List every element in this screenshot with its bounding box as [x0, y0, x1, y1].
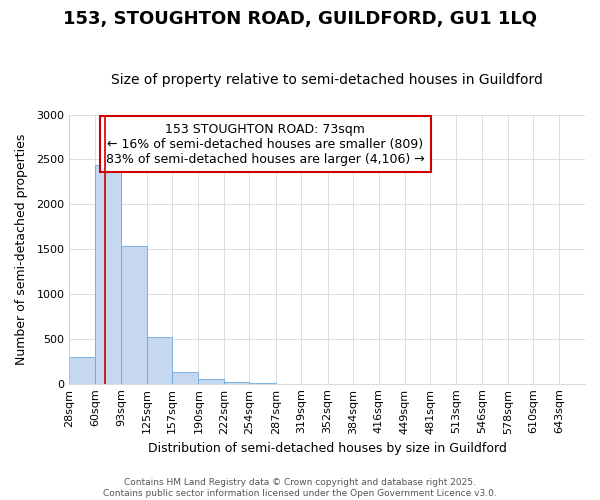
Bar — [146, 337, 172, 384]
Bar — [199, 379, 224, 384]
Bar — [224, 382, 250, 384]
Text: 153, STOUGHTON ROAD, GUILDFORD, GU1 1LQ: 153, STOUGHTON ROAD, GUILDFORD, GU1 1LQ — [63, 10, 537, 28]
Text: Contains HM Land Registry data © Crown copyright and database right 2025.
Contai: Contains HM Land Registry data © Crown c… — [103, 478, 497, 498]
Bar — [172, 372, 199, 384]
Bar — [95, 165, 121, 384]
Y-axis label: Number of semi-detached properties: Number of semi-detached properties — [15, 134, 28, 365]
Title: Size of property relative to semi-detached houses in Guildford: Size of property relative to semi-detach… — [111, 73, 543, 87]
X-axis label: Distribution of semi-detached houses by size in Guildford: Distribution of semi-detached houses by … — [148, 442, 506, 455]
Text: 153 STOUGHTON ROAD: 73sqm
← 16% of semi-detached houses are smaller (809)
83% of: 153 STOUGHTON ROAD: 73sqm ← 16% of semi-… — [106, 122, 425, 166]
Bar — [70, 357, 95, 384]
Bar — [121, 246, 146, 384]
